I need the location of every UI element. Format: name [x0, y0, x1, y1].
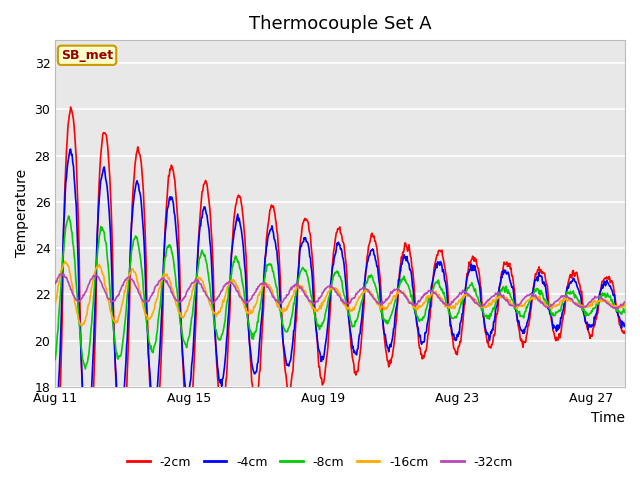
Text: SB_met: SB_met	[61, 49, 113, 62]
Legend: -2cm, -4cm, -8cm, -16cm, -32cm: -2cm, -4cm, -8cm, -16cm, -32cm	[122, 451, 518, 474]
Title: Thermocouple Set A: Thermocouple Set A	[249, 15, 431, 33]
Text: Time: Time	[591, 411, 625, 425]
Y-axis label: Temperature: Temperature	[15, 169, 29, 257]
